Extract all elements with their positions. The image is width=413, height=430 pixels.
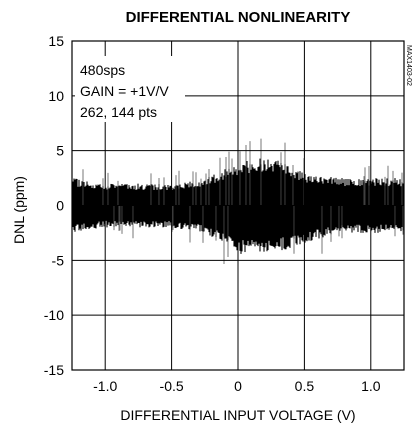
y-tick-label: -5 — [52, 252, 65, 268]
y-tick-label: 5 — [56, 143, 64, 159]
y-tick-label: -15 — [44, 362, 64, 378]
annotation-gain: GAIN = +1V/V — [80, 83, 169, 99]
y-axis-label: DNL (ppm) — [11, 176, 27, 244]
x-tick-label: -0.5 — [160, 378, 184, 394]
y-tick-label: 15 — [48, 33, 64, 49]
annotation-box — [75, 56, 185, 122]
y-tick-label: 10 — [48, 88, 64, 104]
x-tick-label: -1.0 — [93, 378, 117, 394]
plot-frame — [71, 40, 405, 371]
x-axis-label: DIFFERENTIAL INPUT VOLTAGE (V) — [120, 407, 355, 423]
chart-title: DIFFERENTIAL NONLINEARITY — [126, 9, 351, 26]
x-tick-label: 0 — [234, 378, 242, 394]
y-tick-label: 0 — [56, 198, 64, 214]
annotation-points: 262, 144 pts — [80, 104, 157, 120]
annotation-sample-rate: 480sps — [80, 62, 125, 78]
x-tick-label: 0.5 — [295, 378, 315, 394]
y-tick-label: -10 — [44, 307, 64, 323]
x-tick-label: 1.0 — [361, 378, 381, 394]
tick-labels: -1.0 -0.5 0 0.5 1.0 15 10 5 0 -5 -10 -15 — [44, 33, 381, 394]
side-label: MAX1403-02 — [405, 45, 412, 86]
